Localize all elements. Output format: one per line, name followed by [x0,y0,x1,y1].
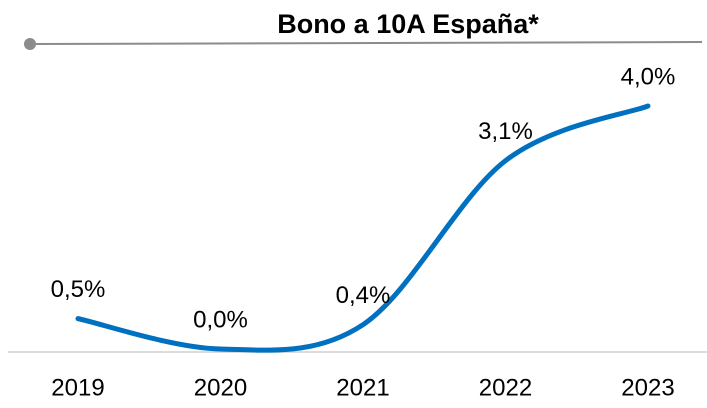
data-label: 3,1% [478,118,533,145]
line [75,103,651,353]
data-label: 4,0% [621,63,676,90]
data-label: 0,4% [336,282,391,309]
x-tick-label: 2023 [621,374,674,401]
chart-title: Bono a 10A España* [277,9,539,39]
x-tick-label: 2019 [51,374,104,401]
title-rule-dot [24,38,36,50]
x-tick-label: 2022 [479,374,532,401]
title-rule [29,41,703,45]
data-label: 0,0% [193,306,248,333]
data-label: 0,5% [51,276,106,303]
x-tick-label: 2020 [194,374,247,401]
x-tick-label: 2021 [336,374,389,401]
